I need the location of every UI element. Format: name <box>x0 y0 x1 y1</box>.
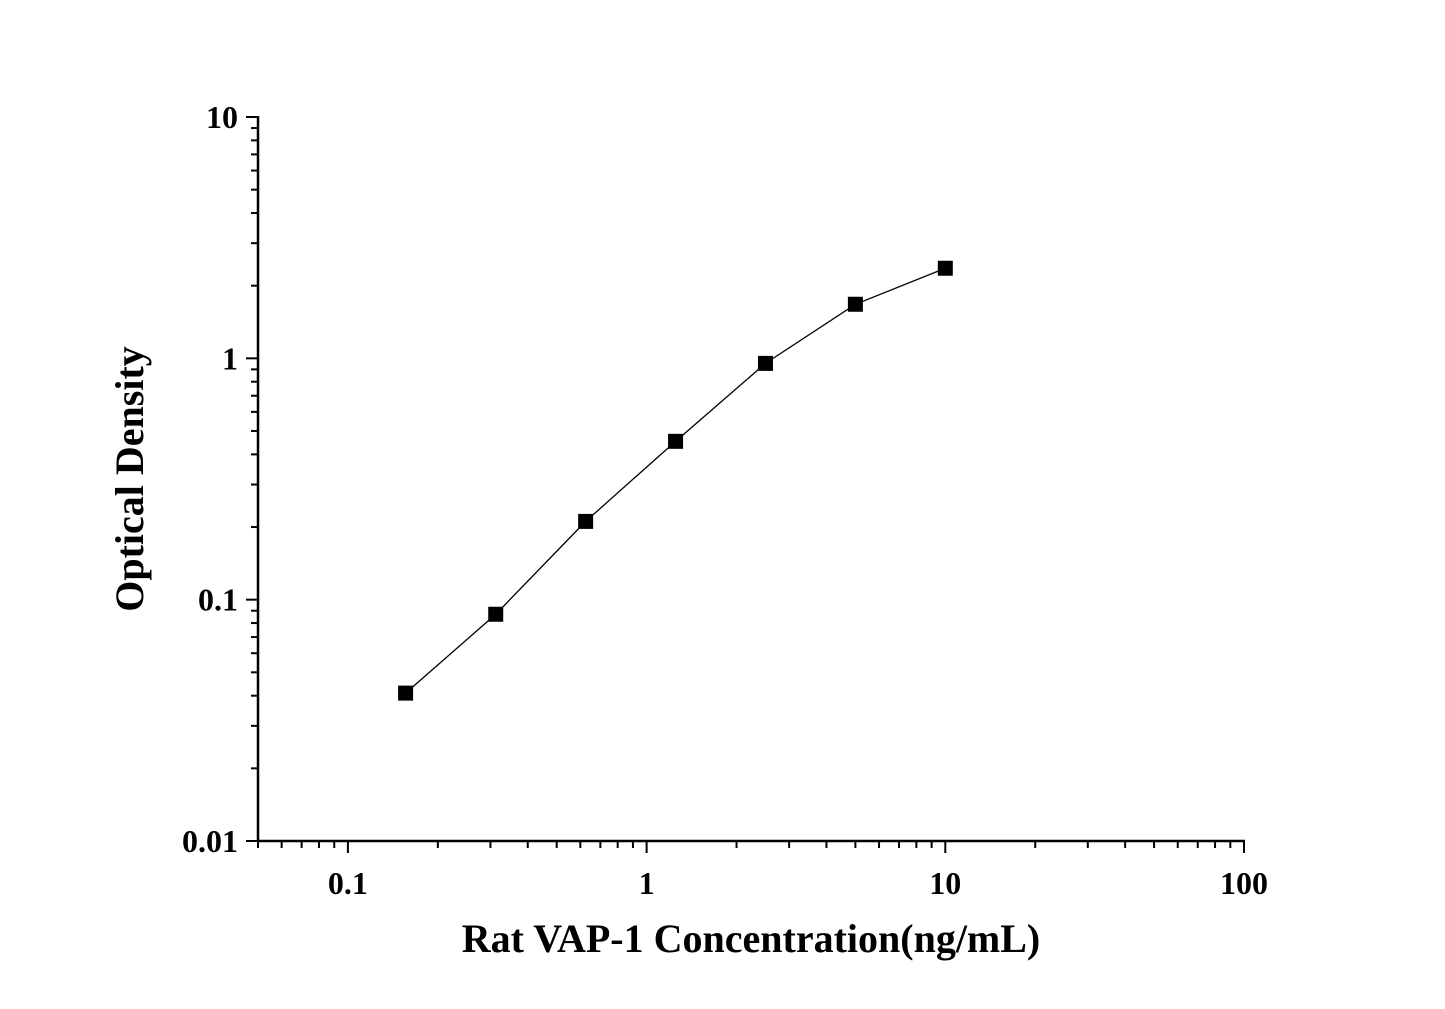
y-axis-label: Optical Density <box>107 346 152 612</box>
axes: 0.1 1 10 100 0.01 0.1 1 10 <box>182 99 1268 901</box>
x-tick-label: 0.1 <box>328 865 368 901</box>
data-point <box>488 606 504 622</box>
data-point <box>398 685 414 701</box>
y-tick-label: 10 <box>206 99 238 135</box>
series-line <box>405 267 946 694</box>
data-series <box>398 260 953 701</box>
x-tick-label: 10 <box>929 865 961 901</box>
x-axis-label: Rat VAP-1 Concentration(ng/mL) <box>462 916 1041 961</box>
data-point <box>937 260 953 276</box>
data-point <box>578 513 594 529</box>
y-tick-label: 0.1 <box>198 582 238 618</box>
y-tick-label: 1 <box>222 340 238 376</box>
data-point <box>847 296 863 312</box>
y-tick-label: 0.01 <box>182 823 238 859</box>
data-point <box>668 433 684 449</box>
data-point <box>757 355 773 371</box>
x-tick-label: 100 <box>1220 865 1268 901</box>
x-tick-label: 1 <box>639 865 655 901</box>
